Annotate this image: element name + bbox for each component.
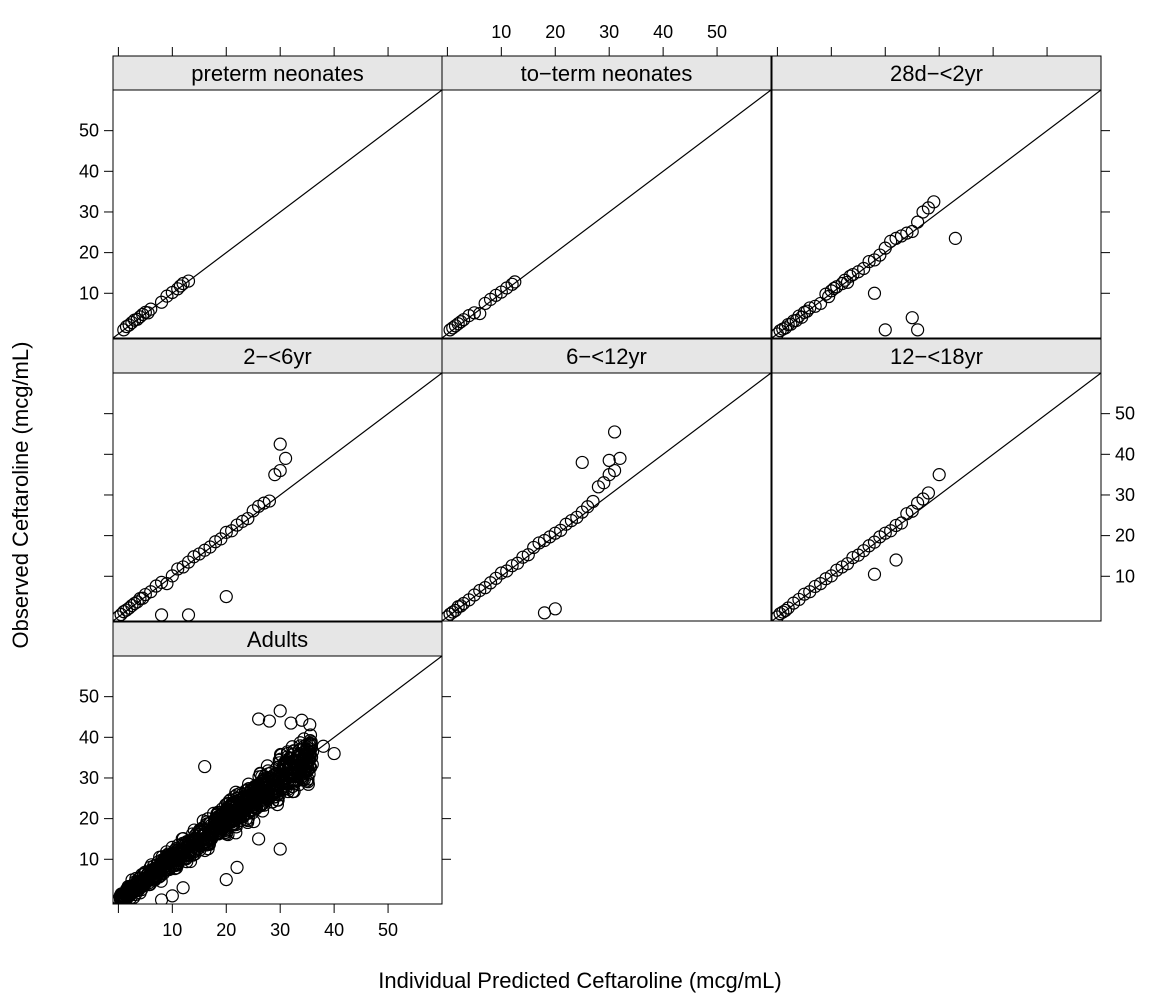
- panel-7: Adults: [112, 622, 442, 906]
- data-point: [949, 232, 961, 244]
- data-point: [458, 314, 470, 326]
- data-point: [177, 882, 189, 894]
- y-tick-label-right: 40: [1115, 444, 1135, 464]
- data-point: [199, 761, 211, 773]
- y-tick-label-right: 20: [1115, 526, 1135, 546]
- y-tick-label-left: 20: [79, 809, 99, 829]
- strip-label: 28d−<2yr: [890, 61, 983, 86]
- data-point: [231, 861, 243, 873]
- strip-label: 12−<18yr: [890, 344, 983, 369]
- y-tick-label-left: 50: [79, 687, 99, 707]
- y-tick-label-left: 30: [79, 768, 99, 788]
- y-tick-label-right: 50: [1115, 404, 1135, 424]
- y-tick-label-left: 20: [79, 243, 99, 263]
- strip-label: to−term neonates: [521, 61, 693, 86]
- data-point: [280, 452, 292, 464]
- data-point: [183, 609, 195, 621]
- data-point: [253, 833, 265, 845]
- data-point: [912, 497, 924, 509]
- panel-1: preterm neonates: [113, 56, 442, 338]
- panel-2: to−term neonates: [442, 56, 771, 338]
- data-point: [912, 324, 924, 336]
- panel-5: 6−<12yr: [441, 339, 771, 623]
- data-point: [868, 568, 880, 580]
- data-point: [592, 481, 604, 493]
- data-point: [614, 452, 626, 464]
- data-point: [933, 469, 945, 481]
- data-point: [868, 287, 880, 299]
- data-point: [220, 591, 232, 603]
- data-point: [166, 890, 178, 902]
- data-point: [274, 465, 286, 477]
- data-point: [274, 438, 286, 450]
- x-axis-title: Individual Predicted Ceftaroline (mcg/mL…: [378, 968, 782, 993]
- y-axis-title: Observed Ceftaroline (mcg/mL): [8, 342, 33, 649]
- y-tick-label-left: 10: [79, 849, 99, 869]
- data-point: [263, 715, 275, 727]
- data-point: [274, 843, 286, 855]
- data-point: [253, 713, 265, 725]
- strip-label: 6−<12yr: [566, 344, 647, 369]
- x-tick-label-top: 40: [653, 22, 673, 42]
- data-point: [328, 748, 340, 760]
- data-point: [576, 456, 588, 468]
- data-point: [485, 293, 497, 305]
- x-tick-label-top: 50: [707, 22, 727, 42]
- identity-line: [772, 373, 1101, 621]
- x-tick-label-bottom: 50: [378, 920, 398, 940]
- data-point: [879, 324, 891, 336]
- strip-label: preterm neonates: [191, 61, 363, 86]
- data-point: [274, 705, 286, 717]
- data-point: [549, 603, 561, 615]
- y-tick-label-left: 40: [79, 727, 99, 747]
- data-point: [269, 469, 281, 481]
- data-point: [603, 469, 615, 481]
- x-tick-label-bottom: 30: [270, 920, 290, 940]
- data-point: [609, 426, 621, 438]
- identity-line: [442, 90, 771, 338]
- x-tick-label-bottom: 20: [216, 920, 236, 940]
- data-point: [317, 740, 329, 752]
- data-point: [509, 276, 521, 288]
- data-point: [890, 554, 902, 566]
- data-point: [156, 609, 168, 621]
- y-tick-label-left: 40: [79, 161, 99, 181]
- y-tick-label-right: 30: [1115, 485, 1135, 505]
- x-tick-label-top: 10: [491, 22, 511, 42]
- panel-4: 2−<6yr: [112, 339, 442, 623]
- x-tick-label-top: 30: [599, 22, 619, 42]
- data-point: [906, 312, 918, 324]
- data-point: [220, 874, 232, 886]
- y-tick-label-right: 10: [1115, 566, 1135, 586]
- identity-line: [442, 373, 771, 621]
- data-point: [479, 297, 491, 309]
- y-tick-label-left: 30: [79, 202, 99, 222]
- y-tick-label-left: 10: [79, 283, 99, 303]
- panel-6: 12−<18yr: [771, 339, 1101, 623]
- x-tick-label-bottom: 40: [324, 920, 344, 940]
- data-point: [598, 477, 610, 489]
- identity-line: [772, 90, 1101, 338]
- panel-3: 28d−<2yr: [771, 56, 1101, 340]
- data-point: [603, 454, 615, 466]
- x-tick-label-top: 20: [545, 22, 565, 42]
- x-tick-label-bottom: 10: [162, 920, 182, 940]
- strip-label: Adults: [247, 627, 308, 652]
- y-tick-label-left: 50: [79, 121, 99, 141]
- data-point: [285, 717, 297, 729]
- panels-layer: preterm neonates to−term neonates 28d−<2yr…: [112, 56, 1101, 906]
- data-point: [917, 206, 929, 218]
- strip-label: 2−<6yr: [243, 344, 312, 369]
